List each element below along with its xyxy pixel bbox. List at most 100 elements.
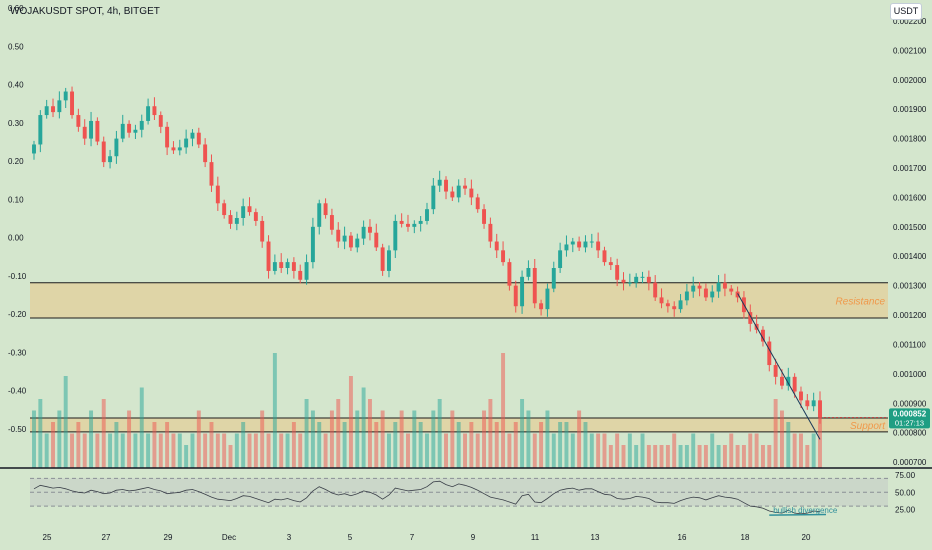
volume-bar: [406, 433, 410, 468]
volume-bar: [120, 433, 125, 468]
candle-body: [475, 197, 480, 210]
left-axis-tick: -0.20: [8, 310, 27, 319]
currency-unit-button[interactable]: USDT: [890, 3, 922, 20]
candle-body: [716, 282, 721, 292]
candle-body: [209, 162, 214, 186]
candle-body: [602, 250, 607, 263]
candle-body: [222, 203, 227, 216]
volume-bar: [627, 433, 632, 468]
candle-body: [158, 115, 163, 127]
right-axis-tick: 0.001900: [893, 105, 927, 114]
divergence-line: [769, 513, 827, 516]
x-axis-tick: 16: [678, 533, 687, 542]
rsi-axis-tick: 50.00: [895, 488, 916, 497]
volume-bar: [463, 433, 467, 468]
volume-bar: [722, 445, 727, 468]
volume-bar: [507, 433, 512, 468]
candle-body: [640, 276, 645, 278]
volume-bar: [545, 410, 550, 468]
volume-bar: [241, 422, 246, 468]
volume-bar: [589, 433, 594, 468]
volume-bar: [615, 433, 620, 468]
volume-bar: [158, 433, 163, 468]
volume-bar: [272, 353, 277, 468]
candle-body: [387, 250, 391, 271]
candle-body: [425, 209, 429, 221]
candle-body: [101, 141, 106, 163]
candle-countdown-label: 01:27:13: [895, 418, 924, 427]
volume-bar: [253, 433, 258, 468]
left-axis-tick: -0.50: [8, 425, 27, 434]
volume-bar: [475, 433, 480, 468]
candle-body: [564, 244, 569, 251]
x-axis-tick: 20: [802, 533, 811, 542]
volume-bar: [342, 422, 347, 468]
candle-body: [627, 282, 632, 284]
candle-body: [317, 203, 322, 227]
candle-body: [811, 400, 816, 407]
volume-bar: [735, 445, 740, 468]
volume-bar: [70, 433, 74, 468]
candle-body: [526, 268, 531, 277]
candle-body: [773, 365, 778, 377]
candle-body: [463, 185, 467, 189]
volume-bar: [665, 445, 670, 468]
candle-body: [190, 132, 195, 139]
x-axis-tick: 18: [741, 533, 750, 542]
candle-body: [184, 138, 189, 148]
volume-bar: [32, 410, 36, 468]
volume-bar: [780, 410, 784, 468]
candle-body: [444, 179, 448, 192]
right-axis-tick: 0.001000: [893, 370, 927, 379]
right-axis-tick: 0.001800: [893, 135, 927, 144]
volume-bar: [317, 422, 322, 468]
volume-bar: [171, 433, 176, 468]
volume-bar: [355, 410, 360, 468]
candle-body: [539, 303, 544, 310]
candle-body: [659, 297, 664, 304]
candle-body: [780, 376, 784, 386]
volume-bar: [63, 376, 68, 468]
candle-body: [589, 241, 594, 243]
volume-bar: [323, 433, 328, 468]
volume-bar: [374, 422, 379, 468]
x-axis-tick: 27: [102, 533, 111, 542]
candle-body: [272, 262, 277, 271]
candle-body: [494, 241, 499, 251]
candle-body: [596, 241, 601, 251]
candle-body: [646, 276, 651, 283]
candle-body: [215, 185, 220, 204]
right-axis-tick: 0.001400: [893, 252, 927, 261]
candle-body: [342, 235, 347, 242]
downtrend-line: [737, 293, 821, 440]
volume-bar: [133, 433, 138, 468]
candle-body: [558, 250, 563, 268]
volume-bar: [621, 445, 626, 468]
right-axis-tick: 0.002200: [893, 17, 927, 26]
volume-bar: [539, 422, 544, 468]
volume-bar: [139, 387, 144, 468]
candle-body: [146, 106, 151, 121]
candle-body: [545, 288, 550, 310]
candle-body: [323, 203, 328, 216]
candle-body: [431, 185, 436, 210]
volume-bar: [38, 399, 43, 468]
zone-label: Support: [850, 421, 886, 432]
volume-bar: [215, 433, 220, 468]
volume-bar: [564, 422, 569, 468]
candle-body: [520, 276, 525, 307]
volume-bar: [450, 410, 455, 468]
volume-bar: [101, 399, 106, 468]
volume-bar: [209, 422, 214, 468]
candle-body: [336, 229, 341, 242]
candle-body: [703, 288, 708, 298]
candlesticks: [32, 86, 822, 440]
right-axis-tick: 0.001100: [893, 340, 926, 349]
volume-bar: [89, 410, 94, 468]
candle-body: [234, 218, 239, 224]
volume-bar: [786, 422, 791, 468]
candle-body: [570, 241, 575, 245]
volume-bar: [412, 410, 417, 468]
